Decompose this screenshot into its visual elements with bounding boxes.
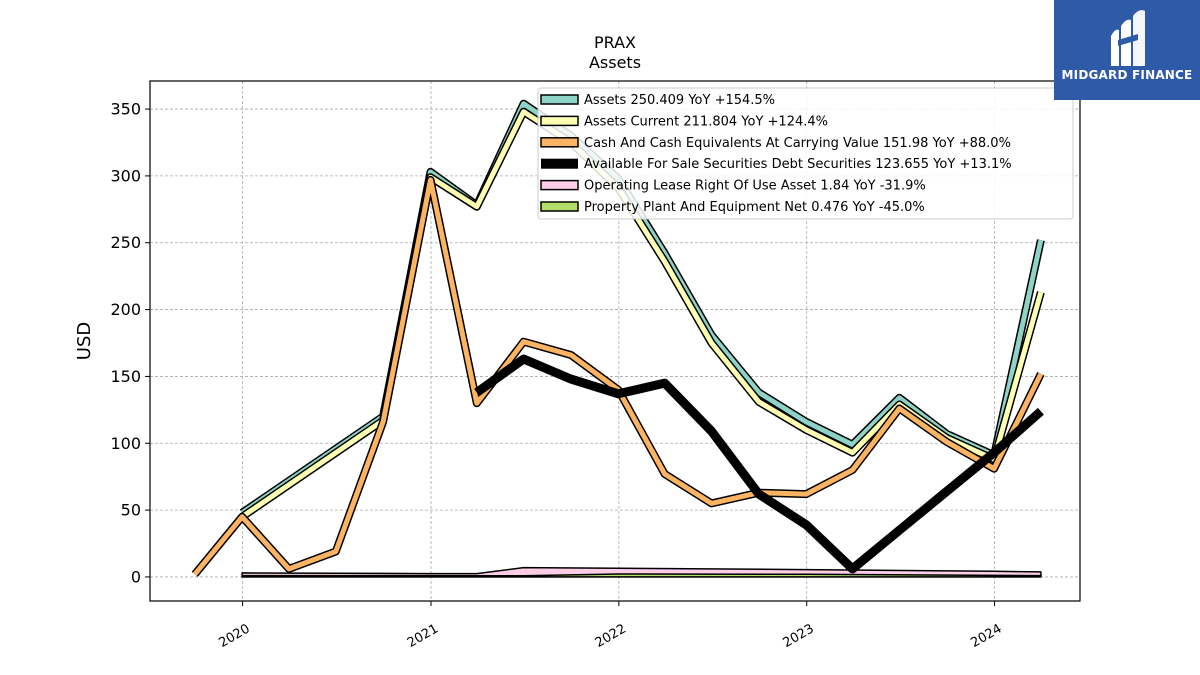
legend-entry: Available For Sale Securities Debt Secur… xyxy=(584,157,1012,172)
y-tick-label: 350 xyxy=(110,100,141,119)
legend-swatch xyxy=(541,158,578,169)
x-tick-label: 2020 xyxy=(216,621,252,651)
y-tick-label: 200 xyxy=(110,300,141,319)
legend-entry: Property Plant And Equipment Net 0.476 Y… xyxy=(584,200,925,215)
x-tick-label: 2024 xyxy=(968,621,1004,651)
y-tick-label: 250 xyxy=(110,233,141,252)
chart-title: PRAX xyxy=(594,33,636,52)
legend: Assets 250.409 YoY +154.5% Assets Current… xyxy=(537,87,1074,220)
y-tick-label: 300 xyxy=(110,166,141,185)
brand-logo: MIDGARD FINANCE xyxy=(1054,0,1200,100)
x-tick-label: 2022 xyxy=(593,621,629,651)
chart-subtitle: Assets xyxy=(589,53,641,72)
legend-entry: Assets Current 211.804 YoY +124.4% xyxy=(584,114,828,129)
legend-entry: Assets 250.409 YoY +154.5% xyxy=(584,93,775,108)
x-tick-label: 2023 xyxy=(781,621,817,651)
legend-swatch xyxy=(540,201,579,212)
legend-entry: Cash And Cash Equivalents At Carrying Va… xyxy=(584,136,1011,151)
y-tick-label: 100 xyxy=(110,434,141,453)
series-line xyxy=(474,354,1044,574)
legend-swatch xyxy=(540,179,579,191)
legend-box xyxy=(537,87,1074,220)
legend-swatch xyxy=(540,115,579,127)
y-tick-label: 0 xyxy=(131,567,141,586)
legend-entry: Operating Lease Right Of Use Asset 1.84 … xyxy=(584,179,926,194)
plot-frame xyxy=(149,80,1081,602)
legend-swatch xyxy=(540,137,579,148)
area-fills xyxy=(241,566,1042,578)
midgard-logo-icon xyxy=(1111,10,1145,66)
brand-name: MIDGARD FINANCE xyxy=(1061,68,1193,82)
series-lines xyxy=(191,99,1045,577)
y-axis-label: USD xyxy=(74,322,95,360)
area-fill xyxy=(241,573,1042,578)
x-tick-label: 2021 xyxy=(405,621,441,651)
y-tick-label: 50 xyxy=(121,501,141,520)
y-tick-label: 150 xyxy=(110,367,141,386)
legend-swatch xyxy=(540,94,579,105)
